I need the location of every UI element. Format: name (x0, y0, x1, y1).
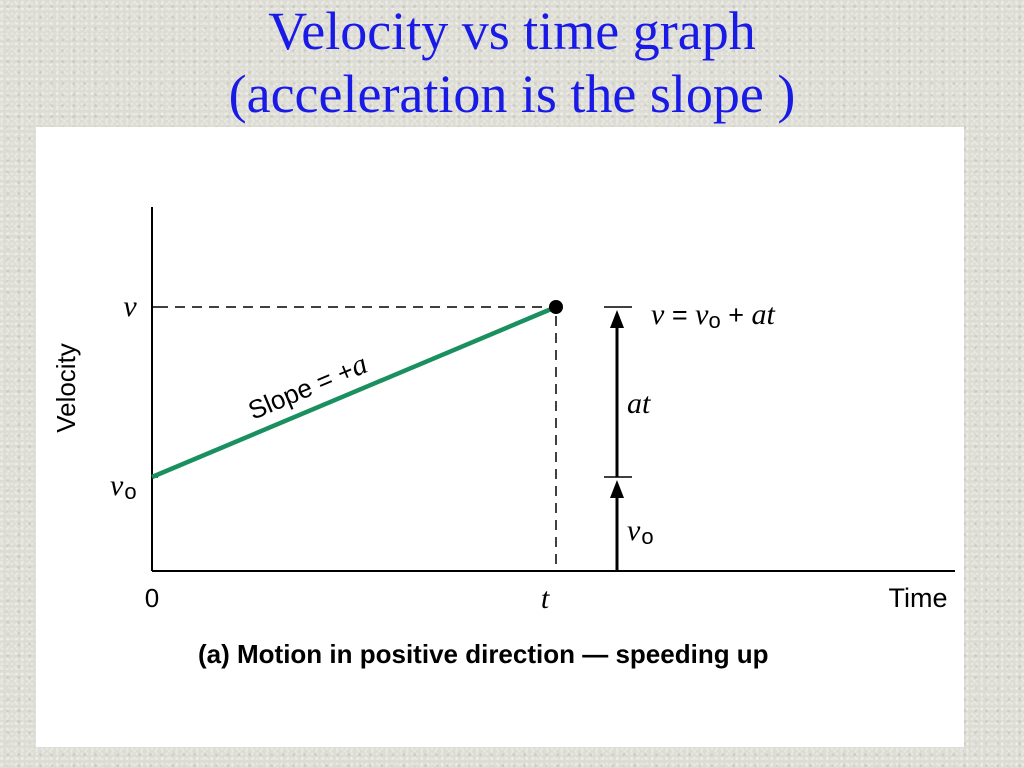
slide-title: Velocity vs time graph (acceleration is … (0, 0, 1024, 126)
v0-segment-label: vo (627, 514, 654, 549)
x-tick-label-t: t (541, 582, 550, 615)
x-tick-label-zero: 0 (145, 583, 159, 613)
y-tick-label-v0: vo (110, 469, 137, 504)
equation-label: v = vo + at (651, 298, 775, 333)
velocity-line (151, 304, 557, 480)
x-axis-label: Time (889, 583, 948, 613)
slide-title-line-1: Velocity vs time graph (268, 1, 756, 61)
slope-label: Slope = +a (243, 347, 372, 426)
v0-arrow-head (610, 480, 624, 498)
figure-panel (36, 127, 964, 747)
at-arrow-head (610, 310, 624, 328)
at-segment-label: at (627, 387, 651, 420)
y-tick-label-v: v (123, 290, 137, 323)
figure-caption: (a) Motion in positive direction — speed… (198, 639, 769, 669)
endpoint-dot (549, 300, 563, 314)
slide-title-line-2: (acceleration is the slope ) (228, 64, 796, 124)
y-axis-label: Velocity (51, 343, 81, 433)
